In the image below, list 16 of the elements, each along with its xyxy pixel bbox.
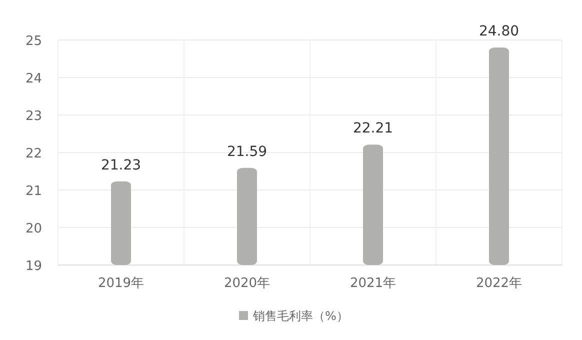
y-tick-label: 23 — [25, 109, 42, 124]
y-tick-label: 25 — [25, 34, 42, 49]
data-label: 24.80 — [478, 24, 520, 40]
data-label: 21.59 — [226, 144, 268, 160]
x-tick-label: 2019年 — [98, 276, 144, 291]
data-label: 21.23 — [100, 157, 142, 174]
y-tick-label: 22 — [25, 146, 42, 162]
data-label: 22.21 — [352, 120, 394, 137]
x-tick-label: 2021年 — [350, 276, 396, 291]
y-tick-label: 24 — [25, 72, 42, 86]
y-tick-label: 21 — [25, 184, 42, 199]
x-tick-label: 2022年 — [476, 276, 522, 291]
y-tick-label: 19 — [25, 259, 42, 274]
y-tick-label: 20 — [25, 222, 42, 236]
legend-label: 销售毛利率（%） — [252, 309, 348, 323]
x-tick-label: 2020年 — [224, 276, 270, 291]
